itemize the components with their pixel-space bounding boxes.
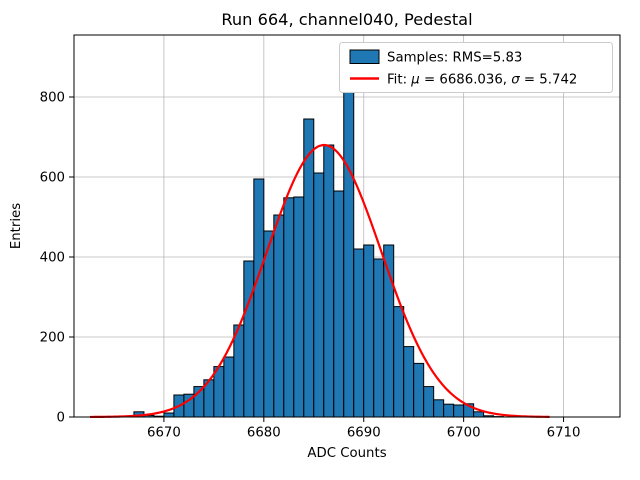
legend-fit-prefix: Fit: (387, 73, 411, 88)
y-tick-label: 600 (40, 171, 65, 186)
legend-samples-label: Samples: RMS=5.83 (387, 51, 522, 66)
histogram-bar (163, 412, 175, 418)
histogram-bar (443, 403, 455, 418)
x-axis-label: ADC Counts (307, 446, 386, 461)
x-tick-label: 6670 (147, 426, 181, 441)
gaussian-fit-curve (89, 143, 550, 419)
tick-labels-layer: 0 200 400 600 800 6670 6680 6690 6700 6710 (40, 91, 581, 441)
y-axis-label: Entries (9, 203, 24, 249)
histogram-bar (353, 248, 365, 418)
legend: Samples: RMS=5.83 Fit: μ = 6686.036, σ =… (339, 42, 613, 93)
histogram-bar (373, 258, 385, 418)
histogram-bars-layer (133, 86, 505, 418)
legend-fit-mu-value: = 6686.036, (420, 73, 512, 88)
y-tick-label: 400 (40, 251, 65, 266)
histogram-bar (433, 399, 445, 418)
histogram-bar (343, 86, 355, 418)
histogram-bar (333, 190, 345, 418)
histogram-bar (363, 244, 375, 418)
y-tick-label: 800 (40, 91, 65, 106)
histogram-bar (393, 306, 405, 418)
legend-samples-swatch (349, 49, 380, 64)
x-tick-label: 6700 (447, 426, 481, 441)
histogram-bar (213, 366, 225, 418)
y-tick-label: 200 (40, 331, 65, 346)
histogram-bar (313, 172, 325, 418)
histogram-bar (403, 346, 415, 418)
tick-marks-layer (69, 96, 565, 422)
histogram-bar (223, 356, 235, 418)
chart-title: Run 664, channel040, Pedestal (221, 10, 472, 29)
histogram-bar (273, 214, 285, 418)
histogram-bar (233, 324, 245, 418)
legend-fit-label: Fit: μ = 6686.036, σ = 5.742 (387, 73, 577, 88)
histogram-bar (323, 144, 335, 418)
histogram-bar (253, 178, 265, 418)
histogram-bar (423, 386, 435, 418)
histogram-bar (303, 118, 315, 418)
histogram-bar (283, 197, 295, 418)
legend-fit-mu-symbol: μ (410, 73, 419, 88)
legend-fit-sigma-value: = 5.742 (520, 73, 578, 88)
histogram-bar (473, 411, 485, 418)
x-tick-label: 6690 (347, 426, 381, 441)
legend-box (339, 42, 613, 93)
y-tick-label: 0 (57, 411, 65, 426)
gaussian-fit-layer (89, 143, 550, 419)
x-tick-label: 6710 (547, 426, 581, 441)
legend-fit-sigma-symbol: σ (511, 73, 520, 88)
x-tick-label: 6680 (247, 426, 281, 441)
histogram-bar (453, 404, 465, 418)
histogram-bar (243, 260, 255, 418)
axes-box (73, 34, 621, 418)
histogram-bar (293, 196, 305, 418)
histogram-bar (413, 362, 425, 418)
